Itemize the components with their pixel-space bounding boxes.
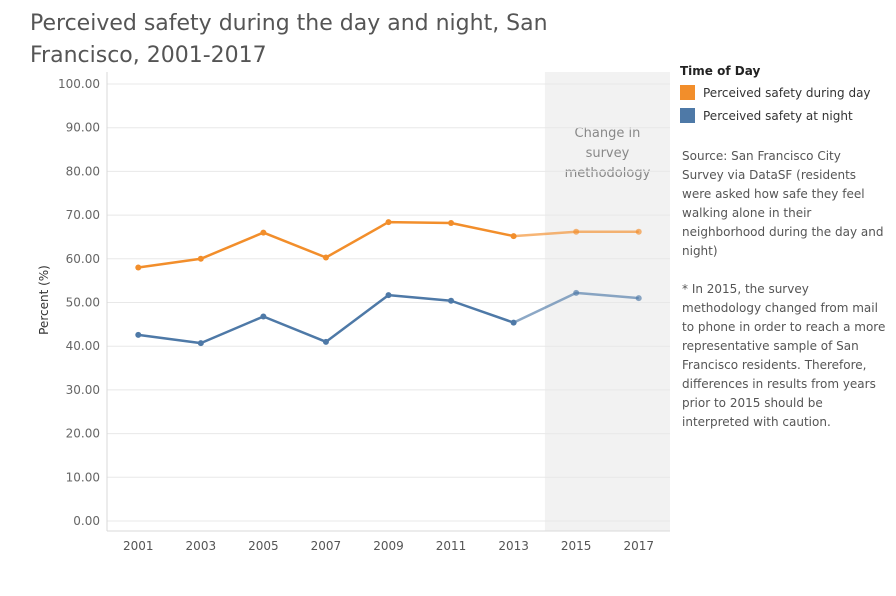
data-point[interactable] — [635, 228, 642, 235]
legend-label-day: Perceived safety during day — [703, 85, 871, 100]
methodology-change-region — [544, 72, 670, 531]
y-axis-label: Percent (%) — [37, 265, 51, 335]
data-point[interactable] — [197, 340, 204, 347]
notes-panel: Source: San Francisco City Survey via Da… — [682, 147, 886, 451]
data-point[interactable] — [510, 319, 517, 326]
x-tick-label: 2015 — [561, 539, 592, 553]
y-tick-label: 100.00 — [58, 77, 100, 91]
legend-swatch-day — [680, 85, 695, 100]
data-point[interactable] — [635, 295, 642, 302]
data-point[interactable] — [197, 255, 204, 262]
y-tick-label: 50.00 — [66, 296, 100, 310]
legend-item-day[interactable]: Perceived safety during day — [680, 81, 871, 104]
data-point[interactable] — [510, 233, 517, 240]
chart-title: Perceived safety during the day and nigh… — [30, 11, 548, 68]
methodology-region-label: survey — [586, 146, 630, 161]
methodology-region-label: methodology — [565, 166, 651, 181]
data-point[interactable] — [385, 219, 392, 226]
y-tick-label: 40.00 — [66, 339, 100, 353]
x-tick-label: 2003 — [186, 539, 217, 553]
data-point[interactable] — [573, 228, 580, 235]
data-point[interactable] — [448, 297, 455, 304]
x-tick-label: 2017 — [623, 539, 654, 553]
data-point[interactable] — [448, 219, 455, 226]
data-point[interactable] — [322, 254, 329, 261]
legend-label-night: Perceived safety at night — [703, 108, 853, 123]
x-tick-label: 2005 — [248, 539, 279, 553]
x-tick-label: 2007 — [311, 539, 342, 553]
data-point[interactable] — [573, 289, 580, 296]
data-point[interactable] — [135, 264, 142, 271]
x-tick-label: 2013 — [498, 539, 529, 553]
x-tick-label: 2011 — [436, 539, 467, 553]
y-tick-label: 80.00 — [66, 164, 100, 178]
data-point[interactable] — [135, 331, 142, 338]
x-tick-label: 2001 — [123, 539, 154, 553]
data-point[interactable] — [260, 229, 267, 236]
legend-swatch-night — [680, 108, 695, 123]
y-tick-label: 30.00 — [66, 383, 100, 397]
y-tick-label: 20.00 — [66, 427, 100, 441]
y-tick-label: 60.00 — [66, 252, 100, 266]
legend-title: Time of Day — [680, 64, 761, 78]
series-line-0 — [138, 220, 514, 269]
legend: Time of Day Perceived safety during day … — [680, 64, 871, 127]
data-point[interactable] — [260, 313, 267, 320]
methodology-region-label: Change in — [575, 126, 641, 141]
data-point[interactable] — [385, 292, 392, 299]
x-tick-label: 2009 — [373, 539, 404, 553]
methodology-footnote: * In 2015, the survey methodology change… — [682, 282, 886, 429]
y-tick-label: 10.00 — [66, 470, 100, 484]
y-tick-label: 0.00 — [73, 514, 100, 528]
legend-item-night[interactable]: Perceived safety at night — [680, 104, 871, 127]
source-note: Source: San Francisco City Survey via Da… — [682, 149, 884, 258]
y-tick-label: 70.00 — [66, 208, 100, 222]
y-tick-label: 90.00 — [66, 121, 100, 135]
data-point[interactable] — [322, 338, 329, 345]
